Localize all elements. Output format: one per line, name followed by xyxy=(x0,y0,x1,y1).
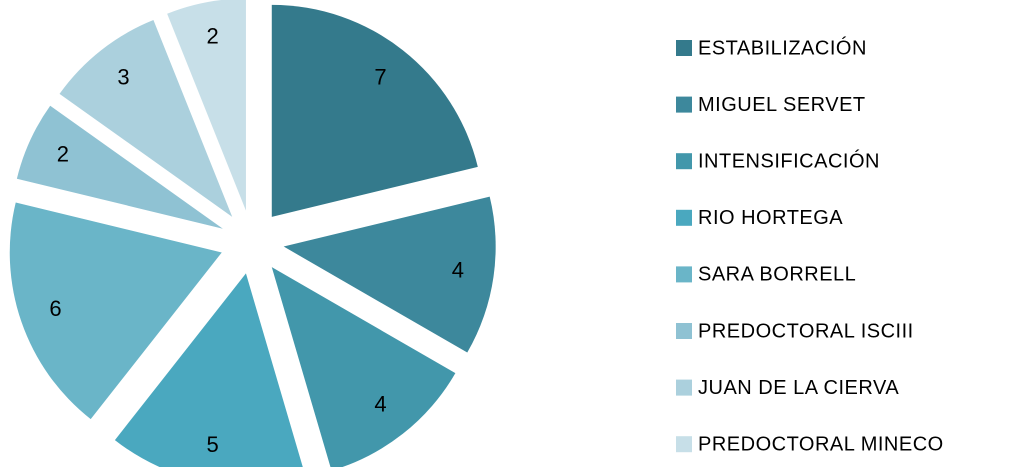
legend-swatch xyxy=(676,209,692,226)
data-label: 5 xyxy=(207,432,219,457)
legend-label: INTENSIFICACIÓN xyxy=(698,149,880,172)
legend-label: RIO HORTEGA xyxy=(698,207,843,229)
legend-swatch xyxy=(676,379,692,396)
pie-slice xyxy=(9,202,222,420)
legend-swatch xyxy=(676,153,692,170)
pie-slice xyxy=(59,20,233,217)
data-label: 3 xyxy=(117,64,129,89)
pie-slice xyxy=(114,273,303,467)
legend-label: ESTABILIZACIÓN xyxy=(698,36,867,59)
legend-label: MIGUEL SERVET xyxy=(698,94,866,116)
data-label: 6 xyxy=(49,296,61,321)
legend-swatch xyxy=(676,96,692,113)
legend-swatch xyxy=(676,323,692,339)
pie-slice xyxy=(271,267,456,467)
pie-slice xyxy=(16,105,223,229)
legend-label: SARA BORRELL xyxy=(698,264,856,286)
pie-slice xyxy=(167,0,246,211)
legend-swatch xyxy=(676,40,692,56)
data-label: 4 xyxy=(452,257,464,282)
legend-swatch xyxy=(676,266,692,283)
legend-swatch xyxy=(676,436,692,453)
legend-label: JUAN DE LA CIERVA xyxy=(698,377,899,399)
data-label: 4 xyxy=(374,391,386,416)
data-label: 2 xyxy=(57,141,69,166)
pie-slice xyxy=(283,196,496,353)
pie-slice xyxy=(271,4,478,217)
data-label: 2 xyxy=(207,24,219,49)
legend-label: PREDOCTORAL MINECO xyxy=(698,433,944,455)
legend-label: PREDOCTORAL ISCIII xyxy=(698,320,914,342)
data-label: 7 xyxy=(374,64,386,89)
